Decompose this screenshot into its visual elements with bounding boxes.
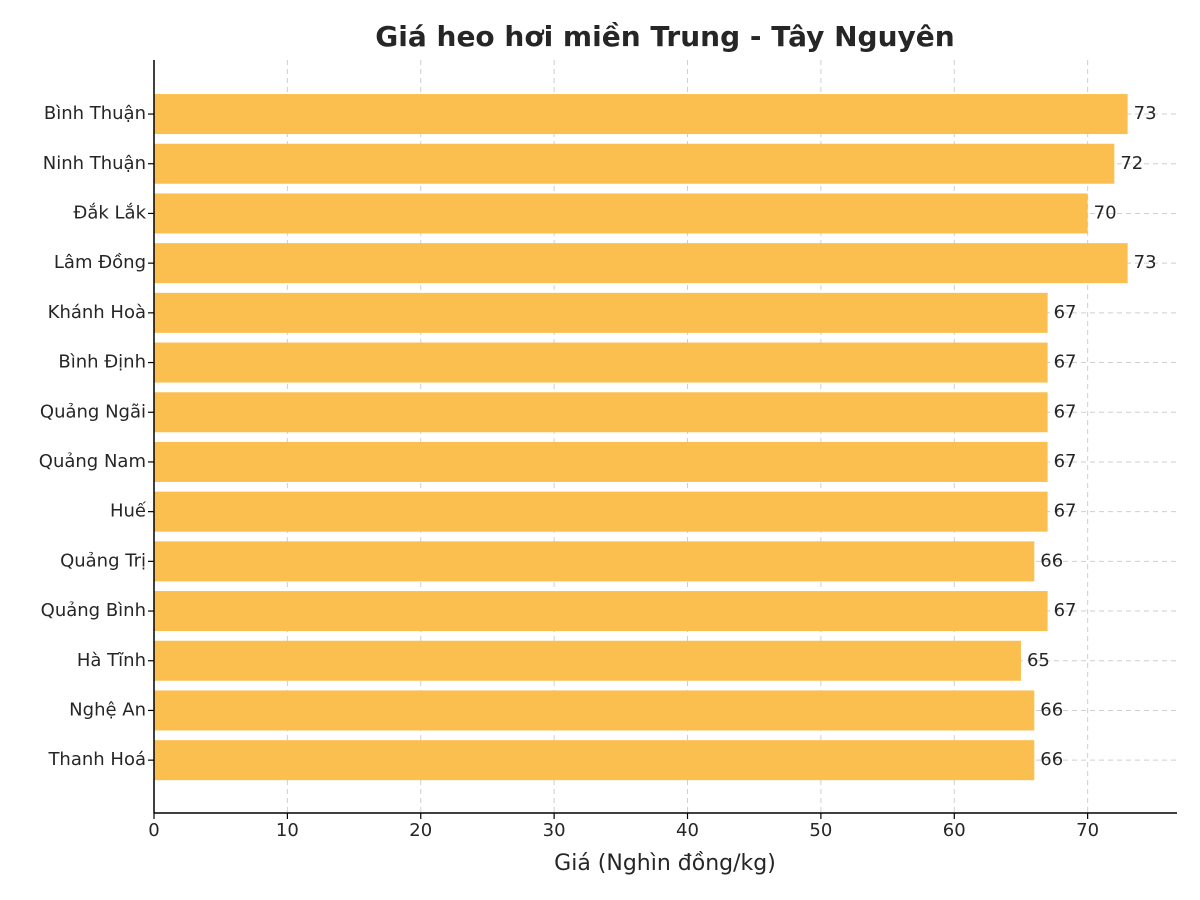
data-label: 66 — [1040, 699, 1063, 720]
y-tick-label: Bình Định — [58, 352, 146, 373]
bar — [154, 243, 1128, 284]
bar — [154, 193, 1088, 234]
data-label: 67 — [1054, 302, 1077, 323]
y-tick-label: Nghệ An — [69, 699, 146, 720]
y-tick-label: Đắk Lắk — [73, 202, 146, 223]
data-label: 67 — [1054, 451, 1077, 472]
y-tick-label: Quảng Nam — [39, 451, 146, 472]
data-label: 67 — [1054, 600, 1077, 621]
data-label: 73 — [1134, 103, 1157, 124]
bar — [154, 292, 1048, 333]
data-label: 73 — [1134, 252, 1157, 273]
data-label: 72 — [1120, 153, 1143, 174]
y-tick-label: Quảng Trị — [60, 550, 146, 571]
bar — [154, 441, 1048, 482]
x-tick-label: 0 — [148, 820, 159, 841]
bar — [154, 342, 1048, 383]
x-tick-label: 70 — [1076, 820, 1099, 841]
data-label: 65 — [1027, 650, 1050, 671]
bar — [154, 143, 1115, 184]
data-label: 66 — [1040, 749, 1063, 770]
y-tick-label: Hà Tĩnh — [77, 650, 146, 671]
bar — [154, 541, 1035, 582]
y-tick-label: Khánh Hoà — [48, 302, 146, 323]
bar — [154, 640, 1021, 681]
y-tick-label: Quảng Ngãi — [40, 401, 146, 422]
data-label: 67 — [1054, 352, 1077, 373]
bars: 73 72 70 73 67 67 67 67 67 66 67 65 66 66 — [154, 94, 1157, 781]
data-label: 70 — [1094, 202, 1117, 223]
y-tick-label: Thanh Hoá — [47, 749, 146, 770]
y-tick-label: Quảng Bình — [41, 600, 146, 621]
y-tick-label: Bình Thuận — [44, 103, 146, 124]
y-tick-label: Huế — [110, 501, 147, 522]
x-tick-label: 50 — [809, 820, 832, 841]
bar — [154, 94, 1128, 135]
x-tick-label: 20 — [409, 820, 432, 841]
x-axis-label: Giá (Nghìn đồng/kg) — [554, 851, 776, 876]
y-tick-label: Lâm Đồng — [54, 252, 146, 273]
data-label: 67 — [1054, 401, 1077, 422]
bar — [154, 740, 1035, 781]
axes: 0 10 20 30 40 50 60 70 Bình Thuận Ninh Thuận Đắk L… — [39, 60, 1177, 841]
bar — [154, 491, 1048, 532]
bar — [154, 690, 1035, 731]
x-tick-label: 40 — [676, 820, 699, 841]
y-tick-label: Ninh Thuận — [43, 153, 146, 174]
x-tick-label: 30 — [543, 820, 566, 841]
data-label: 67 — [1054, 501, 1077, 522]
x-tick-label: 10 — [276, 820, 299, 841]
data-label: 66 — [1040, 550, 1063, 571]
bar — [154, 591, 1048, 632]
chart-title: Giá heo hơi miền Trung - Tây Nguyên — [375, 20, 954, 53]
bar — [154, 392, 1048, 433]
x-tick-label: 60 — [943, 820, 966, 841]
